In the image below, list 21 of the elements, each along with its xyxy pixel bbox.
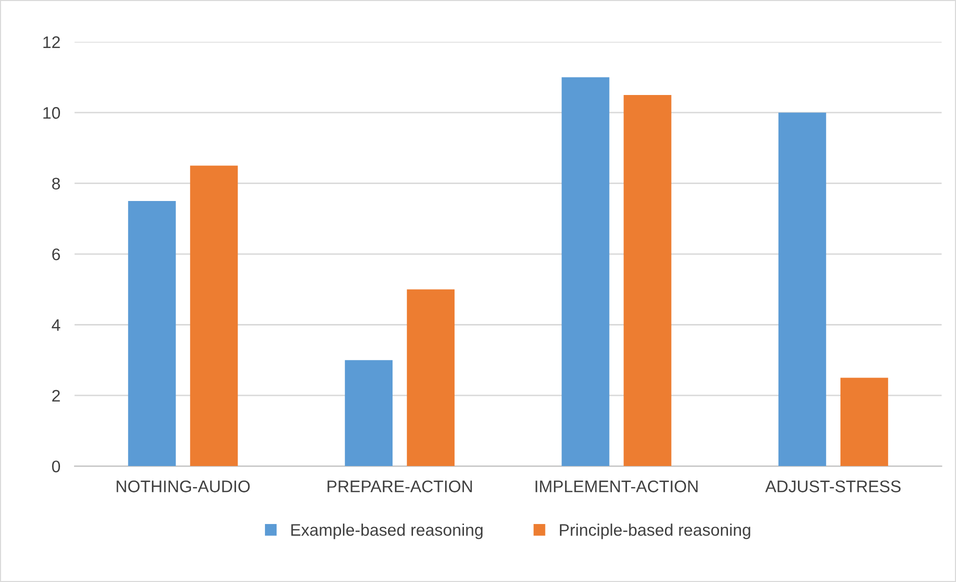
- y-tick-label: 4: [52, 319, 60, 331]
- x-tick-label: IMPLEMENT-ACTION: [536, 480, 698, 492]
- bar: [344, 360, 393, 466]
- y-tick-label: 12: [43, 36, 60, 48]
- y-tick-label: 2: [52, 390, 60, 402]
- bar: [778, 112, 826, 466]
- x-tick-label: NOTHING-AUDIO: [116, 480, 250, 492]
- y-tick-label: 8: [52, 178, 60, 190]
- x-tick-label: PREPARE-ACTION: [328, 480, 472, 492]
- x-tick-label: ADJUST-STRESS: [765, 480, 901, 492]
- bar: [562, 77, 610, 466]
- y-tick-label: 10: [43, 107, 60, 119]
- y-tick-label: 0: [52, 460, 60, 472]
- legend-label: Principle-based reasoning: [560, 524, 750, 540]
- bar: [840, 378, 888, 466]
- bar: [406, 289, 455, 466]
- y-tick-label: 6: [52, 248, 60, 260]
- bar: [624, 94, 672, 466]
- legend-label: Example-based reasoning: [291, 524, 483, 540]
- bar: [128, 201, 176, 466]
- bar: [190, 166, 238, 466]
